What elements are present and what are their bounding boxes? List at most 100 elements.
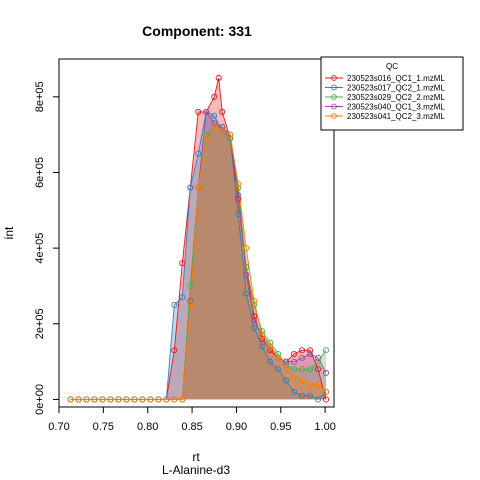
series-4-point-31 [306, 350, 314, 358]
series-4-point-19 [211, 120, 218, 127]
series-3-point-33 [322, 347, 330, 354]
series-3-point-29 [291, 366, 298, 373]
legend-label-2: 230523s017_QC2_1.mzML [347, 84, 445, 93]
series-5-point-20 [219, 127, 226, 134]
series-5-point-27 [275, 354, 282, 361]
series-5-point-14 [171, 396, 178, 403]
series-3-point-28 [283, 362, 290, 369]
series-4-point-23 [243, 271, 250, 278]
series-3-point-23 [243, 263, 250, 271]
legend-marker-2 [331, 84, 337, 91]
series-5-point-19 [211, 124, 218, 131]
series-2-point-28 [283, 377, 290, 384]
series-1-point-31 [299, 347, 306, 354]
series-5-point-6 [107, 396, 114, 403]
y-axis: 0e+00 2e+05 4e+05 6e+05 8e+05 [34, 81, 60, 415]
series-2-point-16 [187, 184, 194, 191]
series-1-point-14 [171, 347, 178, 354]
series-2-point-15 [179, 294, 186, 301]
series-2-point-26 [267, 358, 274, 365]
legend-marker-4 [331, 103, 337, 110]
series-5-point-1 [67, 396, 74, 403]
series-2-point-25 [259, 343, 266, 350]
series-1-point-20 [215, 74, 222, 81]
series-5-point-32 [314, 381, 322, 388]
x-tick-label-6: 0.95 [270, 421, 291, 433]
series-1-point-21 [219, 108, 226, 116]
series-3-point-16 [187, 282, 194, 290]
series-2-point-23 [243, 290, 250, 297]
series-5-point-26 [267, 343, 274, 350]
series-5-point-17 [195, 184, 202, 191]
series-5-point-15 [179, 396, 186, 403]
y-tick-label-3: 4e+05 [34, 233, 46, 264]
series-5-point-3 [83, 396, 90, 403]
series-5-point-23 [243, 245, 250, 252]
series-4-point-22 [235, 192, 242, 199]
series-1-point-32 [306, 347, 314, 354]
x-tick-label-4: 0.85 [181, 421, 202, 433]
series-3-point-32 [314, 358, 322, 365]
series-1-point-26 [259, 335, 266, 342]
series-5-point-16 [187, 301, 194, 308]
series-5-point-33 [322, 388, 330, 395]
series-5-point-28 [283, 366, 290, 373]
legend-label-3: 230523s029_QC2_2.mzML [347, 93, 445, 102]
y-tick-label-2: 2e+05 [34, 308, 46, 339]
series-4-point-20 [219, 124, 226, 131]
series-5-point-21 [227, 131, 234, 138]
series-5-point-18 [203, 135, 210, 142]
chart-title: Component: 331 [142, 23, 252, 39]
series-1-point-30 [291, 350, 298, 358]
series-areas [70, 77, 327, 400]
series-5-point-12 [155, 396, 162, 403]
legend-marker-5 [331, 113, 337, 119]
series-area-5 [70, 127, 327, 400]
series-3-point-22 [235, 184, 242, 191]
series-area-4 [70, 111, 327, 400]
series-5-point-24 [251, 298, 258, 305]
legend-label-1: 230523s016_QC1_1.mzML [347, 74, 445, 83]
series-5-point-30 [299, 377, 306, 384]
series-1-point-25 [251, 313, 258, 320]
series-3-point-30 [299, 366, 306, 373]
series-2-point-29 [291, 388, 298, 395]
x-axis: 0.70 0.75 0.80 0.85 0.90 0.95 1.00 [48, 406, 336, 433]
series-5-point-9 [131, 396, 138, 403]
series-5-point-29 [291, 373, 298, 380]
series-5-point-13 [163, 396, 170, 403]
legend-marker-1 [331, 75, 337, 81]
x-tick-label-2: 0.75 [93, 421, 114, 433]
series-1-point-15 [179, 260, 186, 267]
series-2-point-22 [235, 211, 242, 218]
series-area-1 [70, 77, 327, 400]
series-5-point-4 [91, 396, 98, 403]
y-axis-label: int [2, 226, 16, 239]
series-5-point-25 [259, 332, 266, 339]
series-3-point-25 [259, 328, 266, 335]
series-2-point-24 [251, 324, 258, 331]
series-1-point-34 [322, 396, 330, 403]
series-5-point-7 [115, 396, 122, 403]
series-1-point-33 [314, 366, 322, 373]
series-3-point-21 [227, 135, 234, 142]
legend-items: 230523s016_QC1_1.mzML230523s017_QC2_1.mz… [325, 74, 445, 121]
series-5-point-11 [147, 396, 154, 403]
y-tick-label-4: 6e+05 [34, 157, 46, 188]
series-1-point-23 [235, 195, 242, 203]
series-3-point-18 [203, 131, 210, 138]
legend-label-5: 230523s041_QC2_3.mzML [347, 112, 445, 121]
x-tick-label-7: 1.00 [314, 421, 335, 433]
series-5-point-31 [306, 381, 314, 388]
legend-title: QC [386, 62, 398, 71]
series-4-point-24 [251, 316, 258, 324]
x-axis-sublabel: L-Alanine-d3 [162, 463, 230, 477]
series-4-point-16 [187, 298, 194, 305]
series-3-point-26 [267, 339, 274, 346]
legend: QC 230523s016_QC1_1.mzML230523s017_QC2_1… [320, 56, 464, 131]
legend-marker-3 [331, 94, 337, 100]
series-2-point-32 [314, 396, 322, 403]
legend-box [320, 56, 464, 131]
series-5-point-5 [99, 396, 106, 403]
